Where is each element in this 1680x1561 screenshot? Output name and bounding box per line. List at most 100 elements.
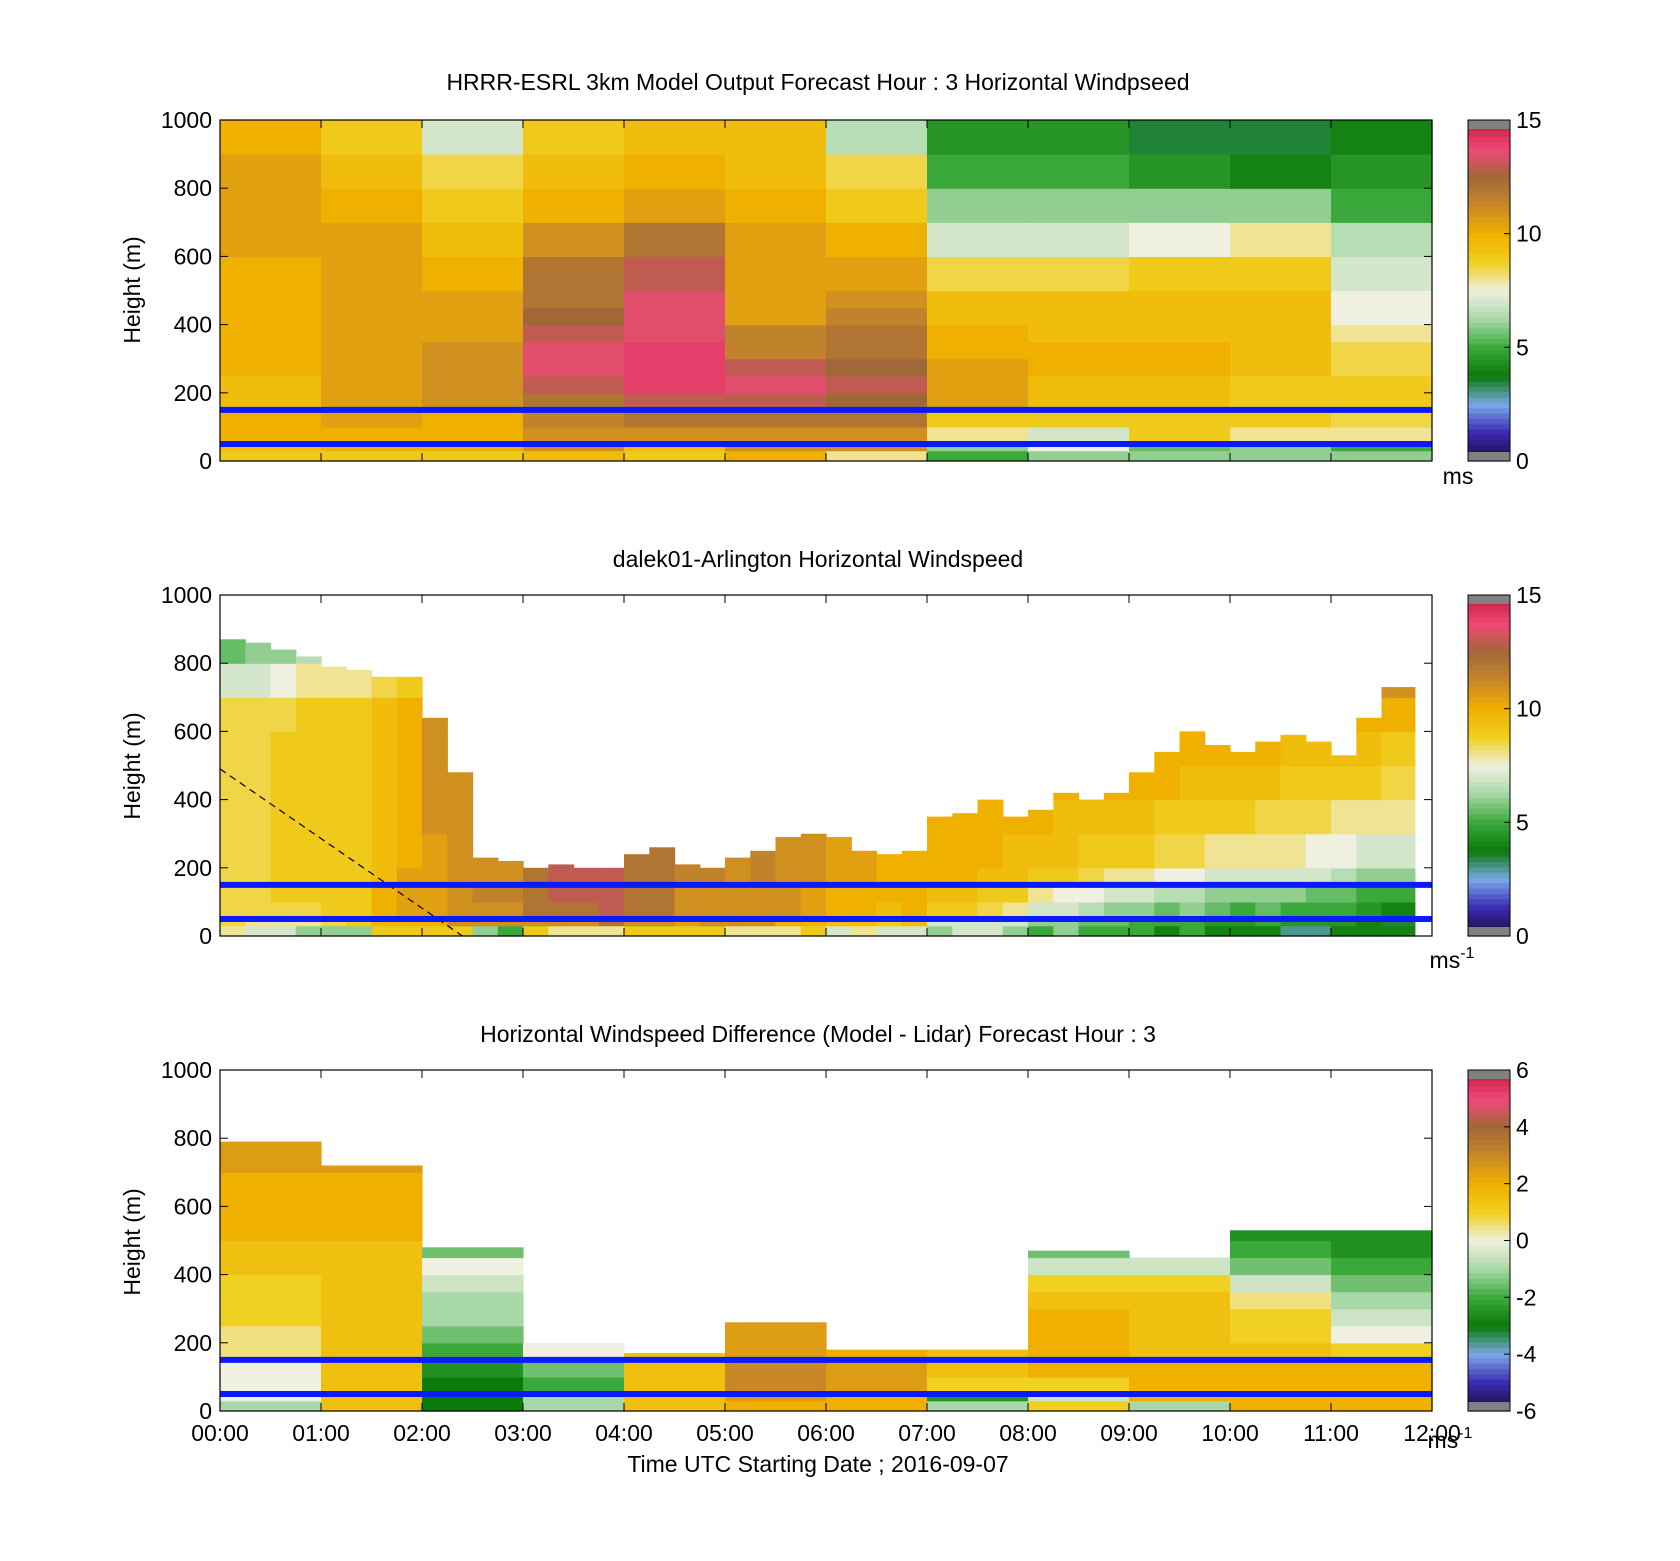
colorbar-cap [1468, 927, 1510, 936]
colorbar-segment [1468, 701, 1510, 708]
colorbar-segment [1468, 210, 1510, 217]
heatmap-cell [750, 901, 777, 917]
heatmap-cell [1230, 1257, 1332, 1276]
heatmap-cell [725, 375, 827, 394]
heatmap-cell [295, 833, 322, 869]
heatmap-cell [1028, 1274, 1130, 1293]
heatmap-cell [270, 901, 297, 917]
x-tick-label: 05:00 [696, 1420, 754, 1446]
heatmap-cell [523, 884, 549, 903]
heatmap-cell [447, 867, 474, 886]
heatmap-cell [1028, 222, 1130, 257]
heatmap-cell [1230, 450, 1332, 462]
heatmap-cell [220, 1342, 322, 1361]
colorbar-segment [1468, 136, 1510, 142]
heatmap-cell [826, 1349, 928, 1361]
heatmap-cell [422, 1376, 524, 1392]
heatmap-cell [725, 290, 827, 309]
heatmap-cell [245, 799, 272, 835]
heatmap-cell [851, 850, 878, 869]
colorbar-segment [1468, 1347, 1510, 1353]
heatmap-cell [295, 697, 322, 732]
colorbar-segment [1468, 162, 1510, 169]
heatmap-cell [1028, 925, 1054, 937]
heatmap-cell [624, 375, 726, 394]
heatmap-cell [422, 222, 524, 257]
colorbar-segment [1468, 744, 1510, 751]
heatmap-cell [523, 1376, 625, 1392]
heatmap-cell [1129, 375, 1231, 394]
heatmap-cell [1305, 901, 1332, 917]
heatmap-cell [497, 861, 524, 869]
colorbar-segment [1468, 1261, 1510, 1268]
heatmap-cell [775, 837, 802, 869]
heatmap-cell [396, 697, 423, 732]
heatmap-cell [321, 901, 347, 917]
y-tick-label: 600 [174, 718, 212, 744]
heatmap-cell [1129, 120, 1231, 155]
colorbar-segment [1468, 1102, 1510, 1108]
heatmap-cell [220, 731, 246, 767]
heatmap-cell [826, 358, 928, 377]
heatmap-cell [1255, 901, 1282, 917]
heatmap-cell [977, 901, 1004, 917]
heatmap-cell [1028, 154, 1130, 189]
heatmap-cell [1230, 375, 1332, 394]
heatmap-cell [624, 324, 726, 343]
heatmap-cell [1230, 222, 1332, 257]
colorbar-segment [1468, 627, 1510, 633]
heatmap-cell [800, 925, 827, 937]
heatmap-cell [1331, 884, 1357, 903]
heatmap-cell [321, 409, 423, 428]
heatmap-cell [422, 409, 524, 428]
colorbar-segment [1468, 1384, 1510, 1391]
heatmap-cell [1331, 1291, 1433, 1310]
heatmap-cell [1331, 392, 1433, 411]
heatmap-cell [1053, 867, 1080, 886]
heatmap-cell [725, 358, 827, 377]
heatmap-cell [321, 324, 423, 343]
heatmap-cell [1381, 925, 1416, 937]
colorbar-tick-label: 15 [1516, 107, 1542, 133]
heatmap-cell [1356, 717, 1383, 732]
heatmap-cell [321, 731, 347, 767]
heatmap-cell [624, 188, 726, 223]
heatmap-cell [649, 847, 676, 869]
colorbar-segment [1468, 760, 1510, 767]
heatmap-cell [321, 341, 423, 360]
colorbar-segment [1468, 1320, 1510, 1327]
colorbar-segment [1468, 205, 1510, 212]
heatmap-cell [422, 867, 448, 886]
heatmap-cell [826, 222, 928, 257]
heatmap-cell [927, 1349, 1029, 1361]
y-axis-label: Height (m) [119, 236, 145, 343]
heatmap-cell [725, 884, 751, 903]
heatmap-cell [952, 813, 979, 835]
heatmap-cell [1154, 925, 1181, 937]
colorbar-segment [1468, 423, 1510, 430]
colorbar-segment [1468, 765, 1510, 772]
heatmap-cell [1028, 1308, 1130, 1327]
colorbar-tick-label: 5 [1516, 809, 1529, 835]
heatmap-cell [1381, 799, 1416, 835]
heatmap-cell [725, 1376, 827, 1392]
heatmap-cell [295, 656, 322, 664]
heatmap-cell [245, 867, 272, 886]
heatmap-cell [346, 697, 373, 732]
colorbar-segment [1468, 813, 1510, 820]
colorbar-segment [1468, 1187, 1510, 1194]
heatmap-cell [1305, 925, 1332, 937]
heatmap-cell [1230, 867, 1256, 886]
heatmap-cell [826, 867, 852, 886]
heatmap-cell [321, 358, 423, 377]
colorbar-segment [1468, 253, 1510, 260]
colorbar-segment [1468, 1299, 1510, 1305]
colorbar-segment [1468, 343, 1510, 350]
y-ticks: 0 200 400 600 800 1000 [161, 107, 1432, 474]
heatmap-cell [1230, 901, 1256, 917]
heatmap-cell [422, 188, 524, 223]
heatmap-cell [1154, 867, 1181, 886]
heatmap-cell [1255, 799, 1282, 835]
heatmap-cell [1230, 1359, 1332, 1378]
colorbar-segment [1468, 434, 1510, 441]
